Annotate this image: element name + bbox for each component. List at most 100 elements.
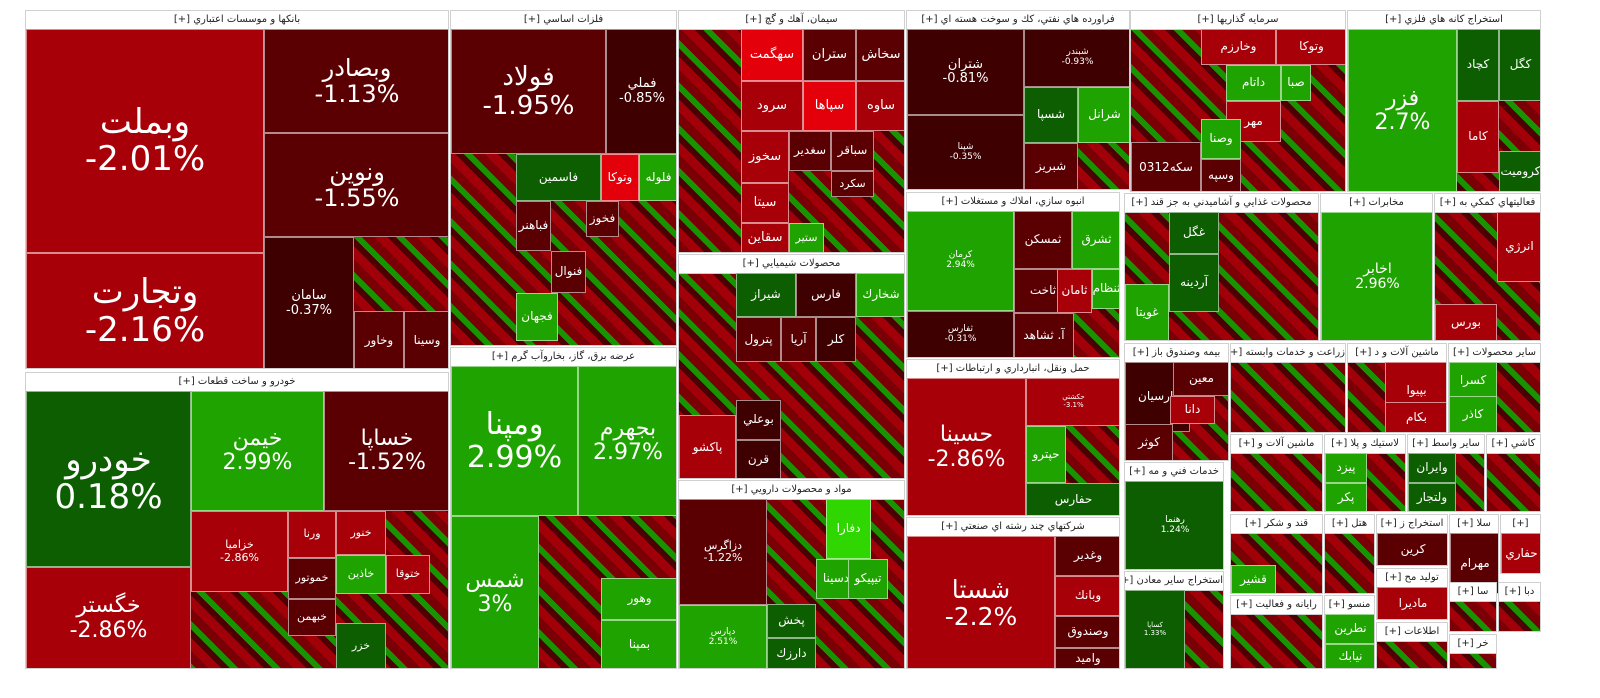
tile-2-7[interactable]: فجهان [516, 293, 558, 341]
tile-4-6[interactable]: سخوز [741, 131, 789, 183]
tile-12-4[interactable]: كرومیت [1499, 151, 1540, 191]
tile-15-1[interactable]: بورس [1435, 304, 1497, 340]
tile-23-0[interactable]: پيزد [1325, 453, 1367, 483]
sector-4[interactable]: سيمان، آهك و گچ [+] سخاش ستران سهگمت ساوه سپا… [678, 10, 905, 253]
tile-0-4[interactable]: سامان -0.37% [264, 237, 354, 368]
sector-title[interactable]: اطلاعات [+] [1377, 623, 1447, 642]
tile-3-0[interactable]: ومپنا 2.99% [451, 366, 578, 516]
tile-0-1[interactable]: وتجارت -2.16% [26, 253, 264, 368]
sector-title[interactable]: انبوه سازي، املاك و مستغلات [+] [907, 193, 1119, 212]
sector-25[interactable]: كاشي [+] [1486, 434, 1541, 512]
sector-title[interactable]: كاشي [+] [1487, 435, 1540, 454]
tile-1-10[interactable]: ختوقا [386, 555, 430, 594]
tile-32-1[interactable]: نيابك [1325, 644, 1374, 668]
tile-12-1[interactable]: كگل [1499, 29, 1540, 101]
sector-title[interactable]: مواد و محصولات دارويي [+] [679, 481, 904, 500]
sector-15[interactable]: فعاليتهاي كمكي به [+] انرژي بورس [1434, 193, 1541, 341]
tile-5-8[interactable]: پاكشو [679, 415, 736, 478]
sector-18[interactable]: ماشين آلات و د [+] بپيوا بكام [1347, 343, 1447, 433]
tile-10-3[interactable]: وصندوق [1055, 616, 1119, 648]
sector-14[interactable]: مخابرات [+] اخابر 2.96% [1320, 193, 1433, 341]
tile-1-11[interactable]: خزر [336, 623, 386, 668]
tile-9-1[interactable]: حكشتي -3.1% [1026, 378, 1119, 426]
sector-3[interactable]: عرضه برق، گاز، بخاروآب گرم [+] ومپنا 2.99%… [450, 347, 677, 669]
sector-title[interactable]: محصولات غذايي و آشاميدني به جز قند [+] [1125, 194, 1318, 213]
sector-0[interactable]: بانكها و موسسات اعتباري [+] وبملت -2.01% وت… [25, 10, 449, 369]
sector-title[interactable]: خودرو و ساخت قطعات [+] [26, 373, 448, 392]
sector-8[interactable]: انبوه سازي، املاك و مستغلات [+] كرمان 2.94… [906, 192, 1120, 358]
tile-28-0[interactable]: كرين [1377, 533, 1447, 565]
tile-2-1[interactable]: فملي -0.85% [606, 29, 676, 154]
tile-7-1[interactable]: شبندر -0.93% [1024, 29, 1129, 87]
sector-16[interactable]: بيمه وصندوق باز [+] پارسيان معين دانا كوثر [1124, 343, 1229, 461]
tile-11-5[interactable]: وصنا [1201, 119, 1241, 159]
sector-title[interactable]: دبا [+] [1499, 583, 1540, 602]
tile-8-3[interactable]: ثفارس -0.31% [907, 311, 1014, 357]
sector-title[interactable]: بانكها و موسسات اعتباري [+] [26, 11, 448, 30]
sector-title[interactable]: فلزات اساسي [+] [451, 11, 676, 30]
sector-title[interactable]: خر [+] [1450, 635, 1496, 654]
tile-11-2[interactable]: صبا [1281, 65, 1311, 101]
tile-10-4[interactable]: واميد [1055, 648, 1119, 668]
tile-4-12[interactable]: ستير [789, 223, 824, 252]
sector-title[interactable]: فراورده هاي نفتي، كك و سوخت هسته اي [+] [907, 11, 1129, 30]
tile-8-2[interactable]: ثشرق [1072, 211, 1119, 269]
sector-title[interactable]: مخابرات [+] [1321, 194, 1432, 213]
sector-title[interactable]: قند و شكر [+] [1231, 515, 1322, 534]
tile-4-0[interactable]: سخاش [856, 29, 904, 81]
tile-19-1[interactable]: كاذر [1449, 396, 1497, 432]
tile-5-6[interactable]: بوعلي [736, 400, 781, 440]
tile-4-3[interactable]: ساوه [856, 81, 904, 131]
sector-21[interactable]: استخراج ساير معادن [+] كساپا 1.33% [1124, 571, 1224, 669]
tile-12-3[interactable]: كاما [1457, 101, 1499, 173]
sector-title[interactable]: بيمه وصندوق باز [+] [1125, 344, 1228, 363]
tile-12-0[interactable]: فزر 2.7% [1348, 29, 1457, 191]
tile-15-0[interactable]: انرژي [1497, 212, 1540, 282]
tile-1-1[interactable]: خيمن 2.99% [191, 391, 324, 511]
sector-36[interactable]: دبا [+] [1498, 582, 1541, 632]
tile-0-2[interactable]: وبصادر -1.13% [264, 29, 448, 133]
tile-5-5[interactable]: كلر [816, 317, 856, 362]
tile-7-5[interactable]: شبريز [1024, 143, 1078, 189]
sector-title[interactable]: [+] [1501, 515, 1540, 534]
sector-34[interactable]: اطلاعات [+] [1376, 622, 1448, 669]
sector-28[interactable]: استخراج ز [+] كرين [1376, 514, 1448, 566]
tile-8-5[interactable]: ثامان [1057, 269, 1092, 313]
tile-5-3[interactable]: پترول [736, 317, 781, 362]
sector-22[interactable]: ماشين آلات و [+] [1230, 434, 1323, 512]
tile-18-1[interactable]: بكام [1385, 402, 1446, 432]
tile-4-1[interactable]: ستران [803, 29, 856, 81]
tile-16-3[interactable]: كوثر [1125, 424, 1173, 460]
sector-37[interactable]: خر [+] [1449, 634, 1497, 669]
sector-title[interactable]: منسو [+] [1325, 596, 1374, 615]
tile-11-1[interactable]: وخارزم [1201, 29, 1276, 65]
tile-4-2[interactable]: سهگمت [741, 29, 803, 81]
sector-13[interactable]: محصولات غذايي و آشاميدني به جز قند [+] غگ… [1124, 193, 1319, 341]
tile-4-4[interactable]: سپاها [803, 81, 856, 131]
tile-5-2[interactable]: شيراز [736, 273, 796, 317]
tile-26-0[interactable]: قشير [1231, 565, 1276, 593]
tile-9-0[interactable]: حسينا -2.86% [907, 378, 1026, 515]
tile-0-0[interactable]: وبملت -2.01% [26, 29, 264, 253]
sector-title[interactable]: ماشين آلات و [+] [1231, 435, 1322, 454]
sector-title[interactable]: شركتهاي چند رشته اي صنعتي [+] [907, 518, 1119, 537]
sector-23[interactable]: لاستيك و پلا [+] پيزد پكر [1324, 434, 1406, 512]
sector-title[interactable]: استخراج ز [+] [1377, 515, 1447, 534]
tile-2-5[interactable]: فباهنر [516, 201, 551, 251]
tile-19-0[interactable]: كسرا [1449, 362, 1497, 400]
sector-title[interactable]: زراعت و خدمات وابسته [+] [1231, 344, 1345, 363]
tile-9-2[interactable]: حپترو [1026, 426, 1066, 483]
tile-2-0[interactable]: فولاد -1.95% [451, 29, 606, 154]
tile-1-3[interactable]: خگستر -2.86% [26, 567, 191, 668]
tile-1-2[interactable]: خساپا -1.52% [324, 391, 448, 511]
tile-1-5[interactable]: ورنا [288, 511, 336, 558]
tile-4-10[interactable]: سباقر [831, 131, 874, 171]
tile-6-6[interactable]: دپارس 2.51% [679, 605, 767, 668]
tile-12-2[interactable]: كچاد [1457, 29, 1499, 101]
tile-5-1[interactable]: فارس [796, 273, 856, 317]
tile-11-7[interactable]: سكه0312 [1131, 142, 1201, 191]
sector-5[interactable]: محصولات شيميايي [+] شخارك فارس شيراز پترول آر… [678, 254, 905, 479]
sector-title[interactable]: رايانه و فعاليت [+] [1231, 596, 1322, 615]
sector-title[interactable]: سلا [+] [1450, 515, 1498, 534]
tile-2-4[interactable]: فلوله [639, 154, 676, 201]
